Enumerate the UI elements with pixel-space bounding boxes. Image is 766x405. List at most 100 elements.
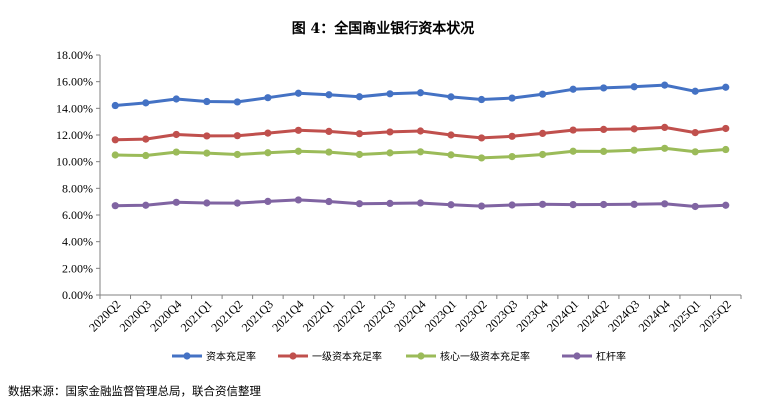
series-group (111, 196, 730, 211)
data-point (508, 94, 516, 102)
data-point (538, 90, 547, 98)
data-point (416, 89, 425, 97)
legend-label: 资本充足率 (206, 350, 256, 363)
x-axis-tick-label: 2023Q3 (483, 297, 520, 334)
data-point (722, 145, 730, 154)
data-point (691, 148, 699, 156)
x-axis-tick-label: 2022Q2 (330, 297, 367, 334)
data-point (355, 130, 364, 138)
data-point (264, 197, 272, 205)
data-point (386, 128, 394, 136)
data-point (600, 147, 608, 155)
y-axis-tick-label: 8.00% (62, 181, 93, 195)
x-axis-tick-labels: 2020Q22020Q32020Q42021Q12021Q22021Q32021… (86, 297, 734, 334)
data-point (691, 87, 699, 95)
data-point (386, 90, 394, 98)
data-point (325, 148, 333, 156)
data-point (538, 129, 547, 137)
data-point (600, 84, 608, 92)
data-point (600, 125, 608, 133)
chart-legend: 资本充足率 一级资本充足率 核心一级资本充足率 杠杆率 (172, 350, 626, 363)
data-point (477, 202, 486, 210)
y-axis-tick-label: 2.00% (62, 261, 93, 275)
y-axis-tick-label: 14.00% (56, 101, 93, 115)
data-point (355, 93, 364, 101)
y-axis-tick-label: 12.00% (56, 128, 93, 142)
y-axis-tick-label: 4.00% (62, 235, 93, 249)
data-point (508, 201, 516, 209)
data-point (142, 135, 150, 143)
data-point (203, 199, 211, 207)
data-point (355, 150, 364, 159)
x-axis-tick-label: 2021Q2 (208, 297, 245, 334)
data-point (172, 130, 180, 139)
data-point (203, 149, 211, 157)
data-point (325, 197, 333, 206)
x-axis-tick-label: 2022Q3 (361, 297, 398, 334)
data-point (386, 199, 394, 207)
data-point (722, 201, 730, 209)
x-axis-tick-label: 2023Q2 (452, 297, 489, 334)
data-point (111, 136, 119, 144)
data-point (325, 91, 333, 99)
x-axis-tick-label: 2020Q2 (86, 297, 123, 334)
x-axis-tick-label: 2021Q4 (269, 297, 306, 334)
data-point (477, 134, 486, 142)
data-point (416, 148, 425, 156)
data-point (630, 83, 638, 91)
data-point (661, 200, 669, 208)
data-point (233, 199, 241, 207)
data-point (142, 151, 150, 160)
series-group (111, 81, 730, 110)
legend-marker (573, 352, 581, 360)
legend-marker (289, 352, 297, 360)
data-point (630, 146, 638, 154)
data-point (447, 201, 455, 209)
data-point (538, 200, 547, 208)
data-point (691, 129, 699, 137)
y-axis-tick-label: 16.00% (56, 75, 93, 89)
data-point (722, 124, 730, 133)
x-axis-tick-label: 2023Q4 (513, 297, 550, 334)
data-point (508, 132, 516, 140)
series-group (111, 144, 730, 162)
data-point (661, 123, 669, 131)
data-point (294, 89, 303, 97)
data-point (447, 93, 455, 101)
y-axis-tick-labels: 0.00% 2.00% 4.00% 6.00% 8.00% 10.00% 12.00% 14.… (56, 48, 93, 302)
legend-label: 一级资本充足率 (312, 350, 382, 363)
data-point (233, 132, 241, 140)
legend-marker (417, 352, 425, 360)
y-axis-tick-label: 18.00% (56, 48, 93, 62)
y-axis-tick-label: 0.00% (62, 288, 93, 302)
data-point (111, 151, 119, 159)
x-axis-tick-label: 2022Q4 (391, 297, 428, 334)
data-point (142, 201, 150, 209)
series-group (111, 123, 730, 144)
data-point (416, 127, 425, 135)
data-point (630, 125, 638, 133)
data-point (477, 95, 486, 104)
data-point (569, 85, 577, 93)
data-point (661, 81, 669, 89)
legend-label: 杠杆率 (596, 350, 626, 363)
x-axis-tick-label: 2024Q1 (544, 297, 581, 334)
chart-axes (96, 54, 742, 299)
legend-marker (183, 352, 191, 360)
x-axis-tick-label: 2025Q2 (697, 297, 734, 334)
data-point (386, 149, 394, 157)
x-axis-tick-label: 2024Q2 (575, 297, 612, 334)
data-point (447, 151, 455, 159)
data-point (264, 94, 272, 102)
data-point (264, 129, 272, 137)
data-point (447, 131, 455, 139)
data-point (233, 98, 241, 106)
data-point (569, 147, 577, 155)
data-point (600, 200, 608, 209)
data-point (172, 95, 180, 103)
data-point (294, 126, 303, 134)
y-axis-tick-label: 6.00% (62, 208, 93, 222)
x-axis-tick-label: 2023Q1 (422, 297, 459, 334)
data-point (416, 199, 425, 207)
data-point (111, 202, 119, 210)
